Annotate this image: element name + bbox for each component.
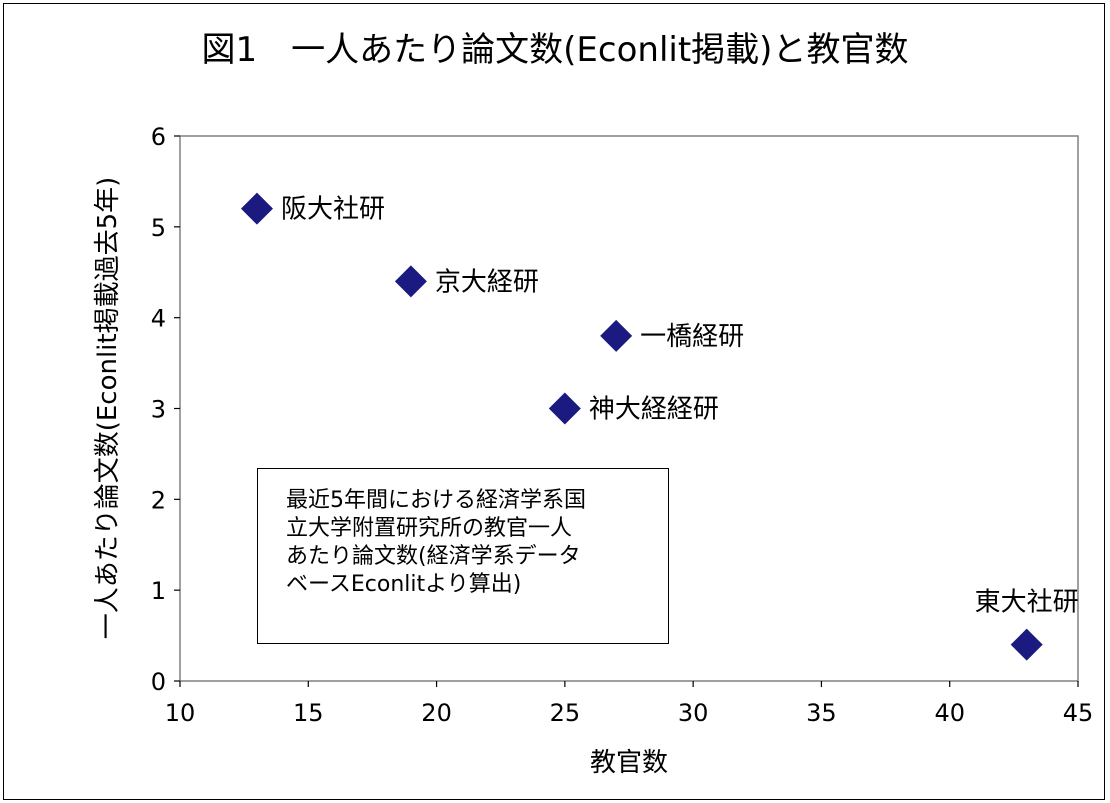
y-tick-label: 4 <box>151 305 166 333</box>
x-tick-label: 15 <box>293 699 324 727</box>
y-tick-label: 3 <box>151 396 166 424</box>
data-point-label: 阪大社研 <box>281 195 385 225</box>
y-tick-label: 5 <box>151 214 166 242</box>
x-tick-label: 20 <box>421 699 452 727</box>
x-tick-label: 10 <box>165 699 196 727</box>
chart-title: 図1 一人あたり論文数(Econlit掲載)と教官数 <box>201 30 909 70</box>
y-tick-label: 1 <box>151 577 166 605</box>
x-tick-label: 35 <box>806 699 837 727</box>
x-tick-label: 25 <box>550 699 581 727</box>
y-axis-ticks: 0 1 2 3 4 5 6 <box>151 123 180 696</box>
annotation-line: 立大学附置研究所の教官一人 <box>286 516 573 541</box>
data-point-marker <box>1010 628 1043 661</box>
data-point-label: 京大経研 <box>435 267 539 297</box>
y-tick-label: 2 <box>151 486 166 514</box>
data-point-marker <box>600 319 633 352</box>
annotation-line: ベースEconlitより算出) <box>286 572 522 597</box>
y-axis-label: 一人あたり論文数(Econlit掲載過去5年) <box>93 177 123 640</box>
x-axis-ticks: 10 15 20 25 30 35 40 45 <box>165 681 1094 727</box>
data-point-marker <box>394 265 427 298</box>
data-point-label: 神大経経研 <box>589 395 719 425</box>
x-tick-label: 45 <box>1063 699 1094 727</box>
y-tick-label: 6 <box>151 123 166 151</box>
x-tick-label: 30 <box>678 699 709 727</box>
x-axis-label: 教官数 <box>590 748 668 778</box>
x-tick-label: 40 <box>934 699 965 727</box>
data-point-marker <box>240 192 273 225</box>
data-point-marker <box>548 392 581 425</box>
y-tick-label: 0 <box>151 668 166 696</box>
annotation-line: あたり論文数(経済学系データ <box>286 544 581 569</box>
data-point-label: 東大社研 <box>975 588 1079 618</box>
data-point-label: 一橋経研 <box>640 322 744 352</box>
annotation-box: 最近5年間における経済学系国 立大学附置研究所の教官一人 あたり論文数(経済学系… <box>257 468 669 644</box>
annotation-line: 最近5年間における経済学系国 <box>286 488 586 513</box>
